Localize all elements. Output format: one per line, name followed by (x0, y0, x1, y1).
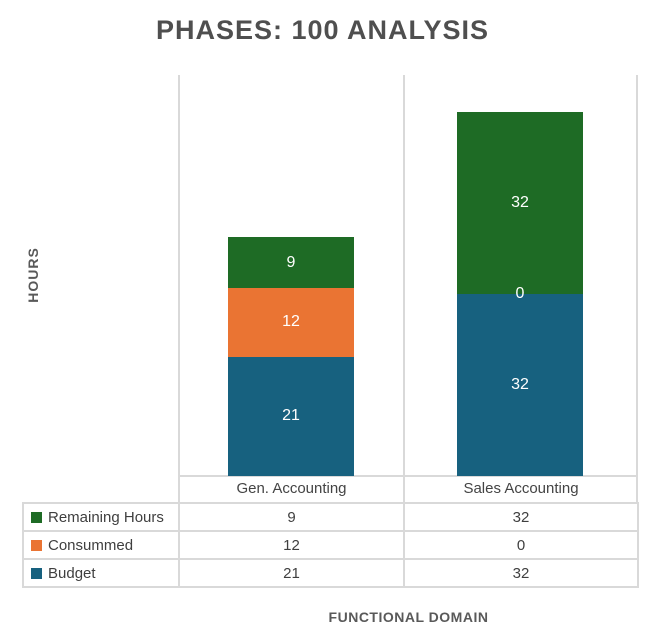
gridline-right (636, 75, 638, 502)
bar-value-label: 32 (511, 376, 529, 393)
table-cell-consummed-sales: 0 (405, 532, 639, 560)
category-label-sales-accounting: Sales Accounting (463, 480, 579, 497)
legend-swatch-budget-icon (31, 567, 42, 579)
bar-segment-budget[interactable]: 21 (228, 356, 354, 476)
y-axis-title: HOURS (25, 247, 41, 303)
bar-value-label: 0 (515, 285, 525, 302)
stacked-bar-sales-accounting[interactable]: 32 0 32 (457, 112, 583, 476)
legend-item-consummed[interactable]: Consummed (24, 532, 180, 560)
table-cell-budget-sales: 32 (405, 560, 639, 588)
legend-swatch-consummed-icon (31, 539, 42, 551)
bar-value-label: 21 (282, 407, 300, 425)
legend-swatch-remaining-hours-icon (31, 511, 42, 523)
x-axis-line (178, 475, 638, 477)
x-axis-title: FUNCTIONAL DOMAIN (328, 609, 489, 625)
bar-segment-consummed[interactable]: 12 (228, 288, 354, 357)
gridline-middle (403, 75, 405, 502)
legend-item-budget[interactable]: Budget (24, 560, 180, 588)
table-cell-remaining-sales: 32 (405, 504, 639, 532)
chart-title: PHASES: 100 ANALYSIS (155, 15, 490, 45)
category-label-gen-accounting: Gen. Accounting (236, 480, 347, 497)
legend-label: Budget (48, 564, 96, 582)
data-table: Remaining Hours 9 32 Consummed 12 0 Budg… (22, 502, 639, 588)
table-cell-consummed-gen: 12 (180, 532, 405, 560)
bar-segment-budget[interactable]: 32 (457, 294, 583, 476)
legend-item-remaining-hours[interactable]: Remaining Hours (24, 504, 180, 532)
table-cell-remaining-gen: 9 (180, 504, 405, 532)
bar-value-label: 32 (511, 194, 529, 211)
bar-value-label: 12 (282, 313, 300, 331)
stacked-bar-gen-accounting[interactable]: 9 12 21 (228, 237, 354, 476)
legend-label: Remaining Hours (48, 508, 164, 526)
table-cell-budget-gen: 21 (180, 560, 405, 588)
legend-label: Consummed (48, 536, 134, 554)
bar-value-label: 9 (286, 253, 296, 271)
bar-segment-remaining-hours[interactable]: 9 (228, 237, 354, 289)
bar-segment-remaining-hours[interactable]: 32 (457, 112, 583, 294)
gridline-left (178, 75, 180, 502)
